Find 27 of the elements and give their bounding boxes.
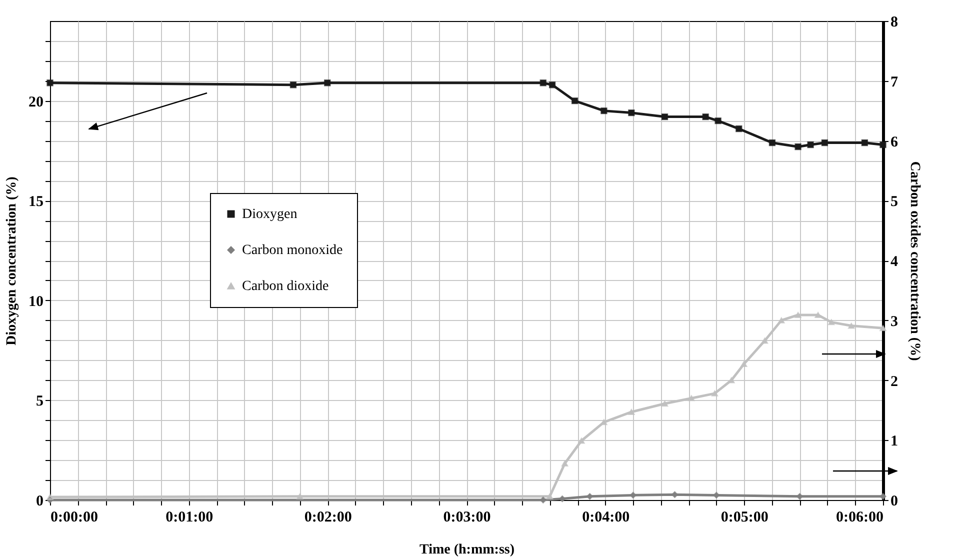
y-tick-label: 5 (36, 394, 44, 410)
y2-tick-label: 8 (890, 14, 898, 30)
x-tick-label: 0:04:00 (582, 510, 630, 526)
y-tick-label: 10 (28, 294, 44, 310)
y-tick-label: 0 (36, 494, 44, 510)
y2-tick-label: 5 (890, 194, 898, 210)
y2-tick-label: 6 (890, 134, 898, 150)
y2-tick-label: 1 (890, 434, 898, 450)
y-tick-label: 20 (28, 94, 44, 110)
x-tick-label: 0:01:00 (166, 510, 214, 526)
y2-tick-label: 2 (890, 374, 898, 390)
x-axis-title: Time (h:mm:ss) (419, 542, 515, 558)
y2-tick-label: 3 (890, 314, 898, 330)
y-axis-title: Dioxygen concentration (%) (4, 176, 20, 346)
legend-label: Carbon dioxide (242, 279, 329, 294)
x-tick-label: 0:00:00 (50, 510, 98, 526)
x-tick-label: 0:05:00 (720, 510, 768, 526)
legend-label: Carbon monoxide (242, 243, 343, 258)
y2-tick-label: 4 (890, 254, 898, 270)
y2-tick-label: 7 (890, 74, 898, 90)
legend-label: Dioxygen (242, 207, 298, 222)
y2-axis-title: Carbon oxides concentration (%) (907, 161, 922, 362)
x-tick-label: 0:02:00 (304, 510, 352, 526)
x-tick-label: 0:06:00 (836, 510, 884, 526)
x-tick-label: 0:03:00 (443, 510, 491, 526)
y-tick-label: 15 (28, 194, 44, 210)
y2-tick-label: 0 (890, 494, 898, 510)
